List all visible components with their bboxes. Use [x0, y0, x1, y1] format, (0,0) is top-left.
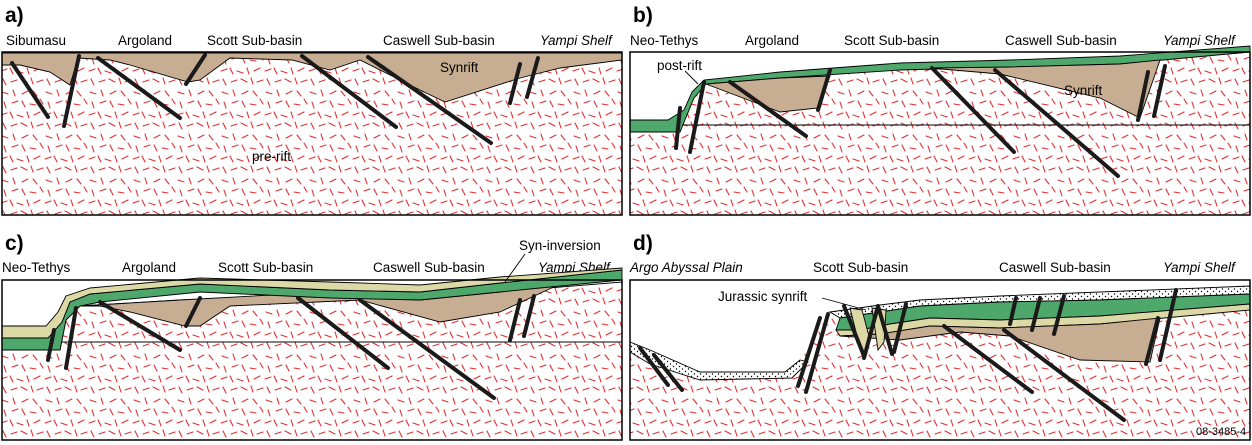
fault — [842, 304, 866, 358]
location-label: Scott Sub-basin — [844, 33, 939, 48]
fault — [993, 68, 1120, 178]
fault — [1030, 296, 1042, 332]
fault — [522, 294, 536, 338]
fault — [1008, 296, 1018, 326]
location-label: Caswell Sub-basin — [1005, 33, 1117, 48]
panel-d: d) Argo Abyssal Plain Scott Sub-basin Ca… — [629, 232, 1251, 441]
fault — [46, 328, 56, 362]
water-column — [630, 280, 1250, 372]
panel-a-label: a) — [5, 4, 24, 27]
fault — [184, 53, 207, 86]
panel-c-label: c) — [5, 232, 24, 255]
location-label: Caswell Sub-basin — [373, 260, 485, 275]
location-label: Scott Sub-basin — [207, 33, 302, 48]
fault — [876, 304, 894, 356]
fault — [1136, 70, 1150, 122]
fault — [652, 353, 684, 392]
fault — [930, 66, 1016, 154]
fault — [64, 306, 78, 370]
synrift-label: Synrift — [1064, 83, 1103, 98]
syninversion-label: Syn-inversion — [519, 238, 601, 253]
postrift-leader — [684, 70, 699, 85]
panel-d-frame — [629, 279, 1251, 441]
fault — [525, 56, 540, 99]
fault — [816, 68, 832, 112]
fault — [638, 346, 670, 387]
prerift-label: pre-rift — [252, 149, 291, 164]
panel-c: c) Neo-Tethys Argoland Scott Sub-basin C… — [1, 232, 623, 441]
synrift-label: Synrift — [440, 60, 479, 75]
figure-code: 08-3485-4 — [1196, 426, 1246, 438]
fault — [300, 54, 398, 129]
shelf-label: Yampi Shelf — [1163, 33, 1236, 48]
fault — [862, 304, 880, 360]
location-label: Argoland — [745, 33, 799, 48]
panel-b-frame — [629, 51, 1251, 216]
synrift-wedge — [839, 317, 1161, 363]
panel-a-frame — [1, 51, 623, 216]
location-label: Neo-Tethys — [630, 33, 699, 48]
location-label: Argoland — [122, 260, 176, 275]
location-label: Scott Sub-basin — [813, 260, 908, 275]
fault — [796, 316, 822, 388]
location-label: Argoland — [118, 33, 172, 48]
shelf-label: Yampi Shelf — [1163, 260, 1236, 275]
fault — [508, 62, 522, 105]
fault — [184, 296, 202, 328]
panel-c-frame — [1, 279, 623, 441]
fault — [366, 55, 493, 145]
synrift-wedge — [1, 52, 623, 103]
fault — [1002, 328, 1126, 422]
fault — [1152, 64, 1167, 118]
fault — [892, 302, 908, 354]
location-label: Scott Sub-basin — [218, 260, 313, 275]
fault — [508, 298, 522, 342]
postrift-label: post-rift — [657, 58, 702, 73]
jurassic-synrift-label: Jurassic synrift — [718, 289, 808, 304]
syninversion-layer — [1, 267, 623, 339]
fault — [62, 54, 81, 128]
fault — [804, 312, 830, 394]
fault — [10, 61, 50, 119]
oceanic-sediment — [629, 341, 809, 381]
shelf-label: Yampi Shelf — [540, 33, 613, 48]
postrift-layer — [629, 45, 1251, 133]
fault — [1158, 288, 1178, 362]
fault — [728, 80, 808, 138]
fault — [1052, 294, 1066, 336]
fault — [1144, 316, 1160, 366]
location-label: Neo-Tethys — [2, 260, 71, 275]
fault — [98, 300, 182, 352]
fault — [96, 56, 182, 120]
synrift-wedge — [929, 59, 1161, 119]
location-label: Caswell Sub-basin — [999, 260, 1111, 275]
location-label: Caswell Sub-basin — [383, 33, 495, 48]
basement-prerift — [2, 52, 622, 215]
panel-a: a) Sibumasu Argoland Scott Sub-basin Cas… — [1, 4, 623, 216]
fault — [674, 106, 682, 150]
fault — [942, 324, 1034, 394]
abyssal-plain-label: Argo Abyssal Plain — [629, 260, 743, 275]
syninversion-leader — [504, 253, 526, 283]
location-label: Sibumasu — [6, 33, 66, 48]
panel-d-label: d) — [633, 232, 653, 255]
panel-b: b) Neo-Tethys Argoland Scott Sub-basin C… — [629, 4, 1251, 216]
fault — [296, 296, 390, 370]
jurassic-leader — [821, 297, 867, 311]
fault — [688, 80, 706, 154]
fault — [358, 298, 496, 400]
panel-b-label: b) — [633, 4, 653, 27]
